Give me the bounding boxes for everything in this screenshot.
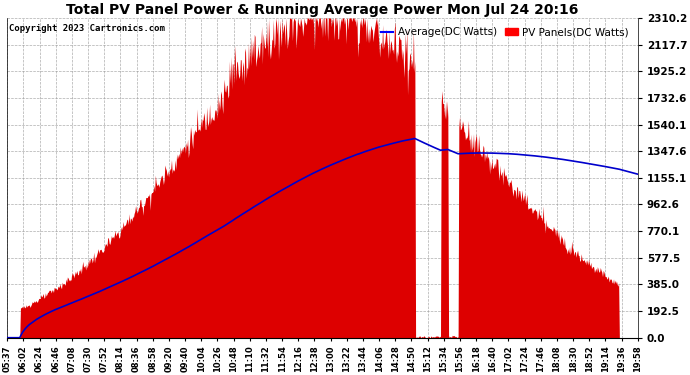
Legend: Average(DC Watts), PV Panels(DC Watts): Average(DC Watts), PV Panels(DC Watts) [377,23,633,42]
Title: Total PV Panel Power & Running Average Power Mon Jul 24 20:16: Total PV Panel Power & Running Average P… [66,3,579,17]
Text: Copyright 2023 Cartronics.com: Copyright 2023 Cartronics.com [8,24,164,33]
